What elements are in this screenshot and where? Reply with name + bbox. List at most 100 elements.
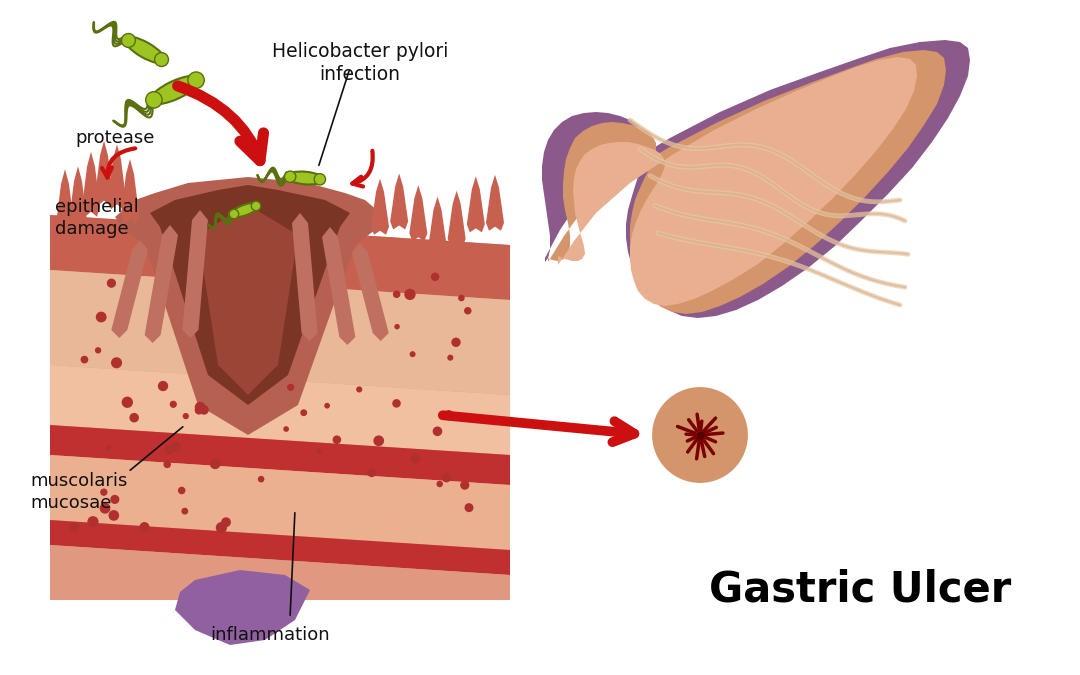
Circle shape (443, 474, 450, 482)
Circle shape (301, 410, 307, 415)
Circle shape (393, 291, 400, 297)
Circle shape (195, 402, 205, 412)
Ellipse shape (286, 171, 324, 184)
Polygon shape (50, 215, 510, 600)
Circle shape (200, 406, 208, 414)
Polygon shape (183, 210, 208, 338)
Polygon shape (50, 545, 510, 600)
Circle shape (465, 504, 473, 512)
Circle shape (211, 459, 220, 468)
Circle shape (461, 481, 469, 489)
Polygon shape (50, 215, 510, 300)
Polygon shape (372, 179, 389, 235)
Circle shape (444, 411, 454, 420)
Text: muscolaris
mucosae: muscolaris mucosae (30, 472, 127, 512)
Polygon shape (448, 191, 465, 247)
Text: inflammation: inflammation (211, 626, 329, 644)
Ellipse shape (252, 201, 260, 211)
Circle shape (411, 454, 420, 463)
Ellipse shape (188, 72, 204, 88)
Polygon shape (322, 227, 355, 345)
Circle shape (183, 508, 188, 514)
Text: protease: protease (76, 129, 154, 147)
Polygon shape (175, 570, 310, 645)
Ellipse shape (150, 76, 200, 104)
Polygon shape (69, 166, 87, 232)
Polygon shape (56, 169, 75, 234)
Circle shape (96, 348, 100, 353)
Circle shape (374, 436, 383, 446)
Circle shape (111, 358, 121, 368)
Polygon shape (352, 243, 389, 341)
Ellipse shape (154, 53, 168, 66)
Circle shape (178, 487, 185, 493)
Circle shape (410, 352, 415, 356)
Circle shape (96, 313, 106, 322)
Polygon shape (390, 173, 408, 230)
Polygon shape (50, 455, 510, 550)
Circle shape (318, 449, 321, 453)
Circle shape (287, 385, 294, 390)
Polygon shape (121, 159, 139, 224)
Circle shape (165, 446, 174, 454)
Polygon shape (558, 57, 917, 306)
Circle shape (171, 402, 176, 407)
Text: Helicobacter pylori
infection: Helicobacter pylori infection (272, 42, 448, 84)
Ellipse shape (284, 171, 296, 182)
Circle shape (221, 518, 230, 526)
Circle shape (172, 442, 180, 451)
Circle shape (437, 481, 443, 487)
Circle shape (81, 356, 87, 362)
Ellipse shape (229, 209, 239, 219)
Circle shape (258, 477, 264, 482)
Circle shape (459, 296, 464, 300)
Circle shape (89, 517, 98, 526)
Circle shape (433, 427, 442, 435)
Polygon shape (95, 140, 113, 206)
Polygon shape (198, 205, 298, 395)
Circle shape (284, 427, 288, 431)
Polygon shape (145, 225, 178, 343)
Circle shape (368, 469, 376, 477)
Circle shape (325, 404, 329, 408)
Polygon shape (50, 520, 510, 575)
Circle shape (130, 414, 138, 422)
Polygon shape (50, 270, 510, 395)
Circle shape (650, 385, 750, 485)
Circle shape (195, 406, 203, 414)
Polygon shape (429, 196, 446, 252)
Circle shape (334, 436, 340, 443)
Polygon shape (108, 144, 126, 209)
Circle shape (356, 387, 362, 392)
Ellipse shape (146, 92, 162, 108)
Circle shape (432, 273, 438, 280)
Circle shape (108, 279, 116, 287)
Polygon shape (486, 175, 504, 231)
Ellipse shape (314, 173, 325, 185)
Polygon shape (50, 425, 510, 485)
Circle shape (216, 522, 226, 533)
Polygon shape (82, 152, 100, 217)
Circle shape (464, 308, 471, 314)
Polygon shape (548, 50, 946, 314)
Circle shape (100, 504, 110, 513)
Circle shape (107, 446, 110, 450)
Ellipse shape (124, 36, 165, 63)
Polygon shape (409, 185, 428, 241)
Polygon shape (111, 240, 148, 338)
Polygon shape (292, 213, 318, 341)
Circle shape (164, 461, 171, 468)
Polygon shape (150, 185, 350, 405)
Circle shape (111, 495, 119, 504)
Circle shape (395, 325, 400, 329)
Circle shape (453, 338, 460, 346)
Circle shape (393, 400, 400, 407)
Circle shape (159, 381, 167, 391)
Ellipse shape (122, 34, 135, 47)
Ellipse shape (230, 202, 260, 217)
Circle shape (184, 414, 188, 418)
Text: Gastric Ulcer: Gastric Ulcer (708, 569, 1011, 611)
Circle shape (140, 522, 149, 531)
Circle shape (405, 290, 415, 299)
Polygon shape (542, 40, 970, 318)
